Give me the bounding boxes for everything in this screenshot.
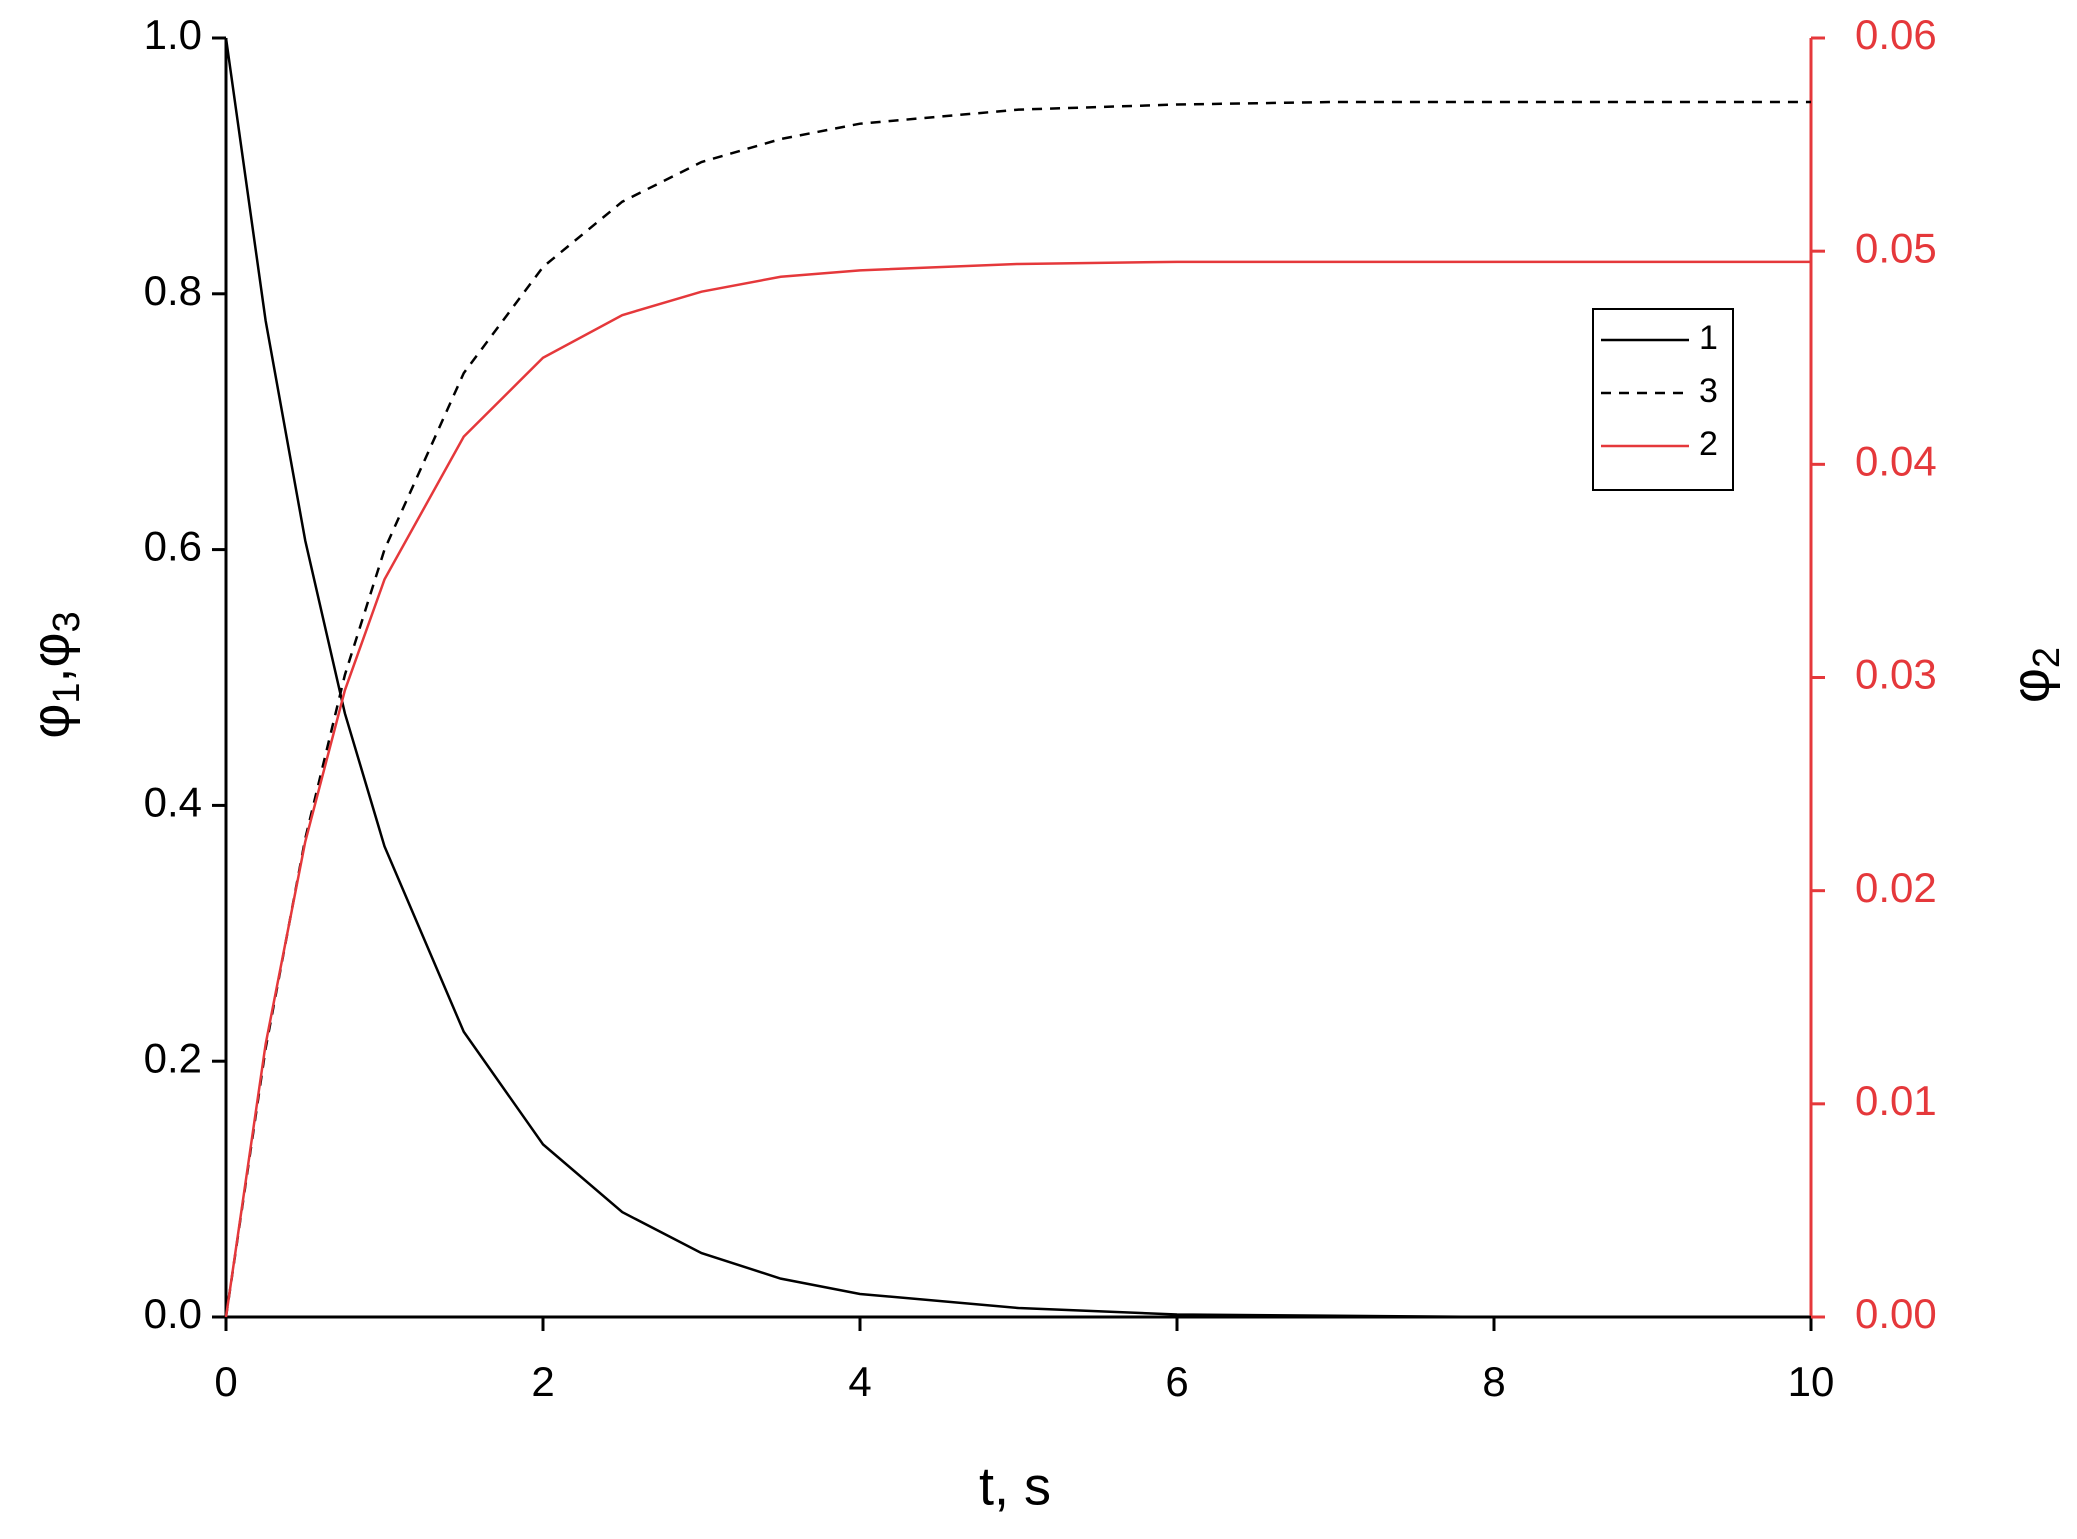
x-tick-label: 6 xyxy=(1165,1358,1188,1405)
legend-label: 1 xyxy=(1699,319,1718,357)
y2-tick-label: 0.01 xyxy=(1855,1077,1937,1124)
x-tick-label: 2 xyxy=(531,1358,554,1405)
legend-label: 3 xyxy=(1699,372,1718,410)
series-line xyxy=(224,260,1811,1318)
y2-tick-label: 0.00 xyxy=(1855,1290,1937,1337)
y-tick-label: 0.2 xyxy=(144,1034,202,1081)
x-tick-label: 0 xyxy=(214,1358,237,1405)
y-title-part: 1 xyxy=(46,683,88,704)
x-tick-label: 4 xyxy=(848,1358,871,1405)
y-tick-label: 0.8 xyxy=(144,267,202,314)
y-tick-label: 1.0 xyxy=(144,11,202,58)
y-title-part: 3 xyxy=(46,611,88,632)
y-axis-title: φ1,φ3 xyxy=(21,611,88,738)
y2-tick-label: 0.03 xyxy=(1855,651,1937,698)
series-line xyxy=(224,37,1811,1319)
y2-tick-label: 0.05 xyxy=(1855,224,1937,271)
y-tick-label: 0.4 xyxy=(144,778,202,825)
y-title-part: φ xyxy=(21,704,81,739)
x-tick-label: 8 xyxy=(1482,1358,1505,1405)
y2-tick-label: 0.04 xyxy=(1855,437,1937,484)
y2-tick-label: 0.06 xyxy=(1855,11,1937,58)
y-title-part: ,φ xyxy=(21,632,81,682)
y2-title-part: 2 xyxy=(2026,647,2068,668)
x-axis-title: t, s xyxy=(979,1456,1051,1516)
y2-axis-title: φ2 xyxy=(2001,647,2068,703)
y2-title-part: φ xyxy=(2001,668,2061,703)
series-line xyxy=(224,100,1811,1318)
y-tick-label: 0.0 xyxy=(144,1290,202,1337)
legend-label: 2 xyxy=(1699,425,1718,463)
y2-tick-label: 0.02 xyxy=(1855,864,1937,911)
y-tick-label: 0.6 xyxy=(144,523,202,570)
x-tick-label: 10 xyxy=(1788,1358,1835,1405)
